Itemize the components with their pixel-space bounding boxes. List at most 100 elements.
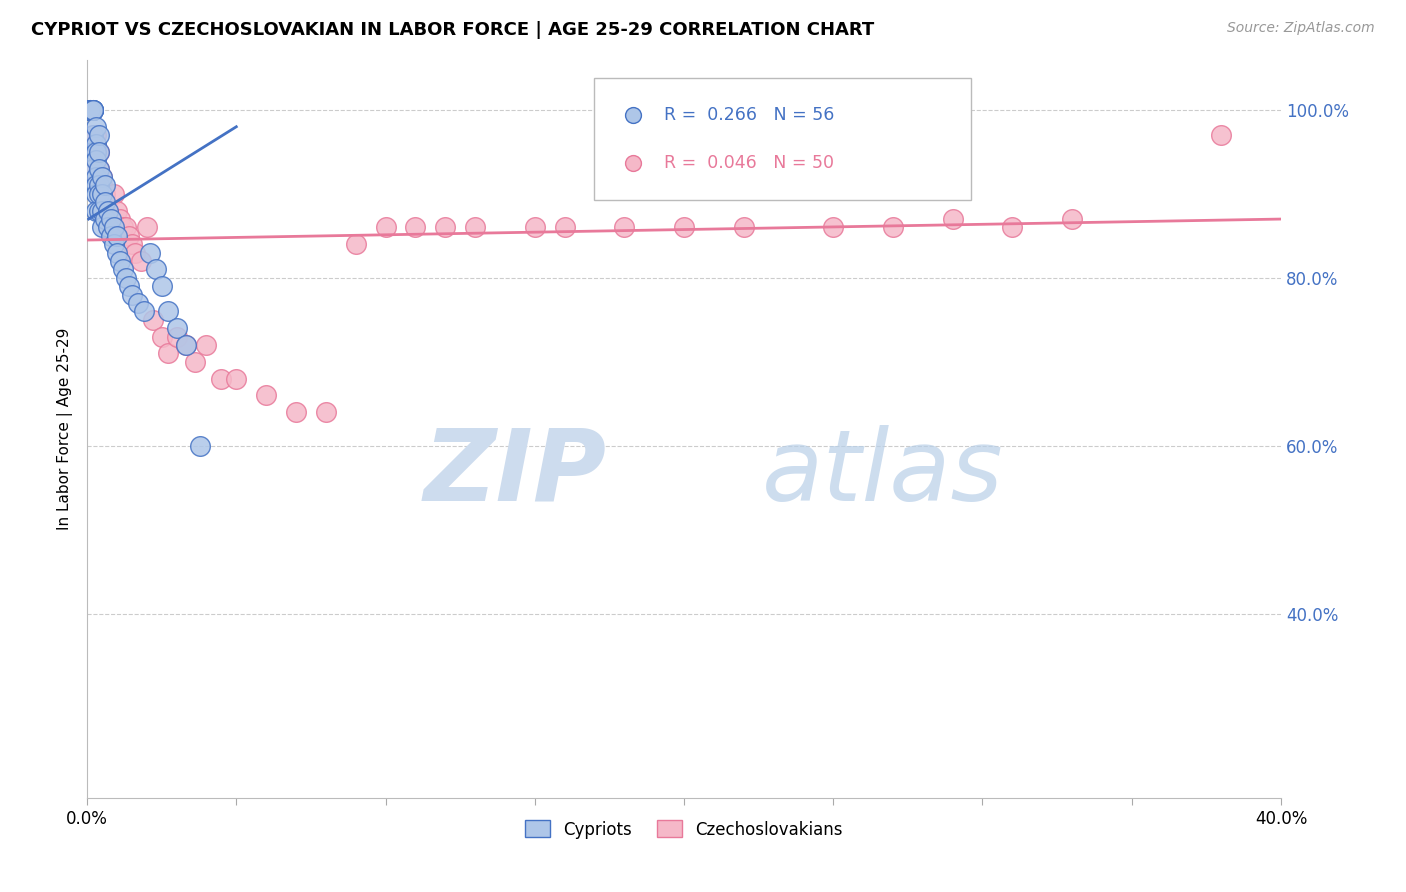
Point: [129, 254, 152, 268]
Point: [91, 186, 114, 201]
Point: [882, 220, 904, 235]
Text: CYPRIOT VS CZECHOSLOVAKIAN IN LABOR FORCE | AGE 25-29 CORRELATION CHART: CYPRIOT VS CZECHOSLOVAKIAN IN LABOR FORC…: [31, 21, 875, 39]
Point: [190, 439, 212, 453]
Text: Source: ZipAtlas.com: Source: ZipAtlas.com: [1227, 21, 1375, 36]
Point: [82, 136, 104, 151]
Point: [344, 237, 367, 252]
Point: [183, 355, 205, 369]
Point: [105, 228, 128, 243]
Point: [139, 245, 162, 260]
Point: [94, 212, 117, 227]
Point: [150, 279, 173, 293]
Point: [121, 287, 143, 301]
Point: [87, 145, 110, 159]
Point: [82, 103, 104, 117]
Y-axis label: In Labor Force | Age 25-29: In Labor Force | Age 25-29: [58, 327, 73, 530]
Point: [84, 136, 107, 151]
Point: [100, 228, 122, 243]
Point: [315, 405, 337, 419]
Point: [105, 245, 128, 260]
Point: [94, 178, 117, 193]
Point: [79, 161, 101, 176]
Point: [254, 388, 277, 402]
Point: [108, 254, 131, 268]
Point: [82, 145, 104, 159]
Point: [82, 128, 104, 142]
Point: [195, 338, 218, 352]
Point: [84, 170, 107, 185]
Point: [87, 128, 110, 142]
Point: [174, 338, 197, 352]
Point: [100, 212, 122, 227]
Point: [87, 203, 110, 218]
Point: [434, 220, 457, 235]
Point: [87, 186, 110, 201]
Point: [374, 220, 396, 235]
Point: [150, 329, 173, 343]
Point: [132, 304, 155, 318]
Point: [111, 220, 134, 235]
Point: [108, 212, 131, 227]
Point: [142, 312, 165, 326]
Text: R =  0.046   N = 50: R = 0.046 N = 50: [664, 153, 834, 171]
Point: [82, 161, 104, 176]
Point: [103, 220, 125, 235]
FancyBboxPatch shape: [595, 78, 970, 200]
Point: [942, 212, 965, 227]
Point: [464, 220, 486, 235]
Point: [118, 228, 141, 243]
Point: [94, 186, 117, 201]
Point: [91, 220, 114, 235]
Point: [87, 161, 110, 176]
Point: [97, 203, 120, 218]
Point: [82, 103, 104, 117]
Point: [118, 279, 141, 293]
Point: [82, 103, 104, 117]
Point: [554, 220, 576, 235]
Point: [121, 237, 143, 252]
Point: [84, 186, 107, 201]
Point: [91, 203, 114, 218]
Point: [91, 178, 114, 193]
Text: atlas: atlas: [762, 425, 1004, 522]
Point: [84, 153, 107, 168]
Point: [103, 237, 125, 252]
Point: [79, 103, 101, 117]
Point: [79, 103, 101, 117]
Point: [87, 145, 110, 159]
Point: [124, 245, 146, 260]
Point: [91, 170, 114, 185]
Point: [156, 346, 179, 360]
Point: [156, 304, 179, 318]
Point: [84, 128, 107, 142]
Point: [115, 270, 138, 285]
Point: [127, 296, 149, 310]
Point: [82, 103, 104, 117]
Text: R =  0.266   N = 56: R = 0.266 N = 56: [664, 106, 834, 124]
Point: [225, 371, 247, 385]
Point: [285, 405, 308, 419]
Point: [84, 136, 107, 151]
Point: [523, 220, 546, 235]
Point: [209, 371, 232, 385]
Point: [105, 203, 128, 218]
Point: [115, 220, 138, 235]
Point: [733, 220, 755, 235]
Point: [135, 220, 157, 235]
Point: [97, 220, 120, 235]
Point: [1001, 220, 1024, 235]
Text: ZIP: ZIP: [423, 425, 606, 522]
Point: [79, 103, 101, 117]
Point: [94, 195, 117, 210]
Point: [87, 161, 110, 176]
Point: [79, 103, 101, 117]
Point: [87, 178, 110, 193]
Point: [84, 145, 107, 159]
Point: [100, 220, 122, 235]
Point: [82, 128, 104, 142]
Point: [1211, 128, 1233, 142]
Point: [672, 220, 695, 235]
Point: [79, 103, 101, 117]
Point: [91, 170, 114, 185]
Point: [82, 103, 104, 117]
